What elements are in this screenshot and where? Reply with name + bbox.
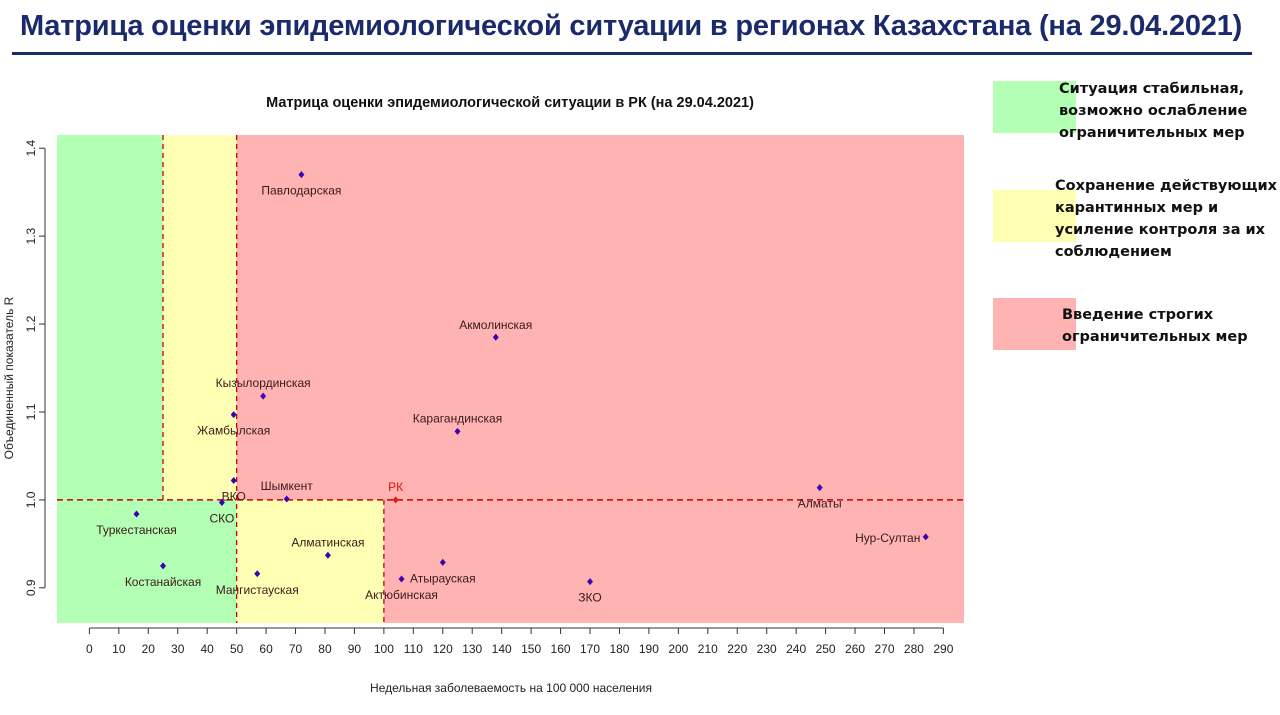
x-tick-label: 210: [698, 642, 718, 656]
data-point-label: ВКО: [222, 490, 246, 504]
chart-title: Матрица оценки эпидемиологической ситуац…: [266, 95, 754, 111]
y-tick-label: 1.1: [24, 403, 38, 420]
data-point: [398, 575, 405, 583]
points-layer: Павлодарская Акмолинская Кызылординская Жам…: [96, 171, 929, 605]
x-tick-label: 110: [404, 642, 423, 656]
x-tick-label: 100: [374, 642, 394, 656]
data-point-label: Жамбылская: [197, 424, 270, 438]
legend-text-red: Введение строгих ограничительных мер: [1062, 307, 1248, 345]
x-tick-label: 180: [609, 642, 629, 656]
legend-swatch-red: [993, 298, 1076, 350]
x-tick-label: 160: [551, 642, 571, 656]
data-point: [922, 533, 929, 541]
zones-layer: [57, 135, 964, 623]
data-point-label: ЗКО: [578, 591, 601, 605]
x-tick-label: 90: [348, 642, 362, 656]
x-tick-label: 200: [668, 642, 688, 656]
x-tick-label: 220: [727, 642, 747, 656]
data-point-label: Костанайская: [125, 575, 201, 589]
zone-5: [383, 499, 964, 623]
data-point: [298, 171, 305, 179]
reference-lines: [57, 135, 964, 623]
axes-layer: 0 10 20 30 40 50 60 70 80 90 100 110 120 130 140 150 160…: [24, 140, 954, 656]
zone-2: [236, 135, 964, 500]
data-point: [816, 484, 823, 492]
x-tick-label: 260: [845, 642, 865, 656]
data-point-label: Павлодарская: [261, 184, 341, 198]
data-point: [254, 570, 261, 578]
x-tick-label: 60: [259, 642, 273, 656]
zone-1: [163, 135, 237, 500]
legend-swatch-green: [993, 81, 1076, 133]
y-tick-label: 1.0: [24, 491, 38, 508]
data-point: [230, 411, 237, 419]
x-tick-label: 10: [112, 642, 126, 656]
data-point: [492, 333, 499, 341]
data-point-label: Алматы: [798, 497, 842, 511]
x-tick-label: 70: [289, 642, 303, 656]
x-axis-label: Недельная заболеваемость на 100 000 насе…: [370, 681, 652, 695]
x-tick-label: 230: [757, 642, 777, 656]
x-tick-label: 20: [142, 642, 156, 656]
data-point-label: Актюбинская: [365, 588, 438, 602]
legend-swatch-yellow: [993, 190, 1076, 242]
data-point: [133, 510, 140, 518]
x-tick-label: 140: [492, 642, 512, 656]
x-tick-label: 30: [171, 642, 185, 656]
x-tick-label: 80: [318, 642, 332, 656]
legend-text-green: Ситуация стабильная, возможно ослабление…: [1059, 81, 1248, 141]
data-point-label: СКО: [209, 512, 234, 526]
data-point-label: Мангистауская: [216, 583, 299, 597]
zone-0: [57, 135, 164, 500]
page-title: Матрица оценки эпидемиологической ситуац…: [20, 10, 1243, 42]
zone-3: [57, 499, 237, 623]
data-point-label: Кызылординская: [216, 376, 311, 390]
legend-text-yellow: Сохранение действующих карантинных мер и…: [1055, 178, 1278, 260]
zone-4: [236, 499, 384, 623]
data-point: [454, 427, 461, 435]
x-tick-label: 150: [521, 642, 541, 656]
data-point: [283, 495, 290, 503]
data-point-label: Шымкент: [261, 479, 314, 493]
scatter-chart: Матрица оценки эпидемиологической ситуац…: [2, 95, 964, 695]
data-point: [218, 499, 225, 507]
x-tick-label: 240: [786, 642, 806, 656]
x-tick-label: 170: [580, 642, 600, 656]
data-point-label: Нур-Султан: [855, 531, 920, 545]
x-tick-label: 290: [933, 642, 953, 656]
y-tick-label: 1.3: [24, 227, 38, 244]
data-point: [160, 562, 167, 570]
data-point: [230, 477, 237, 485]
data-point-label: Туркестанская: [96, 523, 177, 537]
x-tick-label: 120: [433, 642, 453, 656]
y-axis-label: Объединенный показатель R: [2, 296, 16, 459]
y-tick-label: 0.9: [24, 579, 38, 596]
x-tick-label: 280: [904, 642, 924, 656]
data-point-label: Карагандинская: [413, 411, 502, 425]
data-point: [324, 551, 331, 559]
data-point: [260, 392, 267, 400]
data-point-label: Атырауская: [410, 571, 476, 585]
y-tick-label: 1.4: [24, 140, 38, 157]
x-tick-label: 0: [86, 642, 93, 656]
data-point: [439, 558, 446, 566]
data-point-label: Акмолинская: [459, 318, 532, 332]
x-tick-label: 190: [639, 642, 659, 656]
x-tick-label: 50: [230, 642, 244, 656]
title-divider: [12, 52, 1252, 55]
y-tick-label: 1.2: [24, 315, 38, 332]
x-tick-label: 270: [874, 642, 894, 656]
x-tick-label: 130: [462, 642, 482, 656]
data-point: [587, 578, 594, 586]
x-tick-label: 250: [816, 642, 836, 656]
data-point-label: Алматинская: [291, 535, 364, 549]
data-point-label: РК: [388, 480, 403, 494]
data-point: [392, 496, 399, 504]
x-tick-label: 40: [201, 642, 215, 656]
